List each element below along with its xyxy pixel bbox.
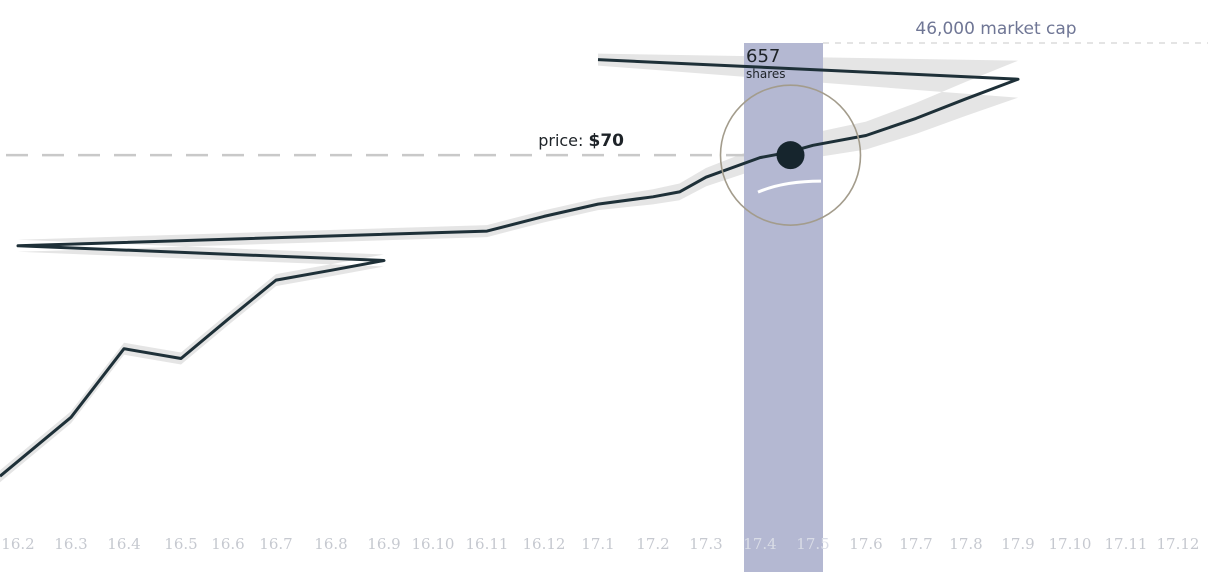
annotations: price: $70 46,000 market cap 657 shares: [538, 19, 1076, 151]
x-tick-label: 17.3: [689, 535, 722, 553]
x-tick-label: 16.6: [211, 535, 244, 553]
x-tick-label: 16.11: [466, 535, 509, 553]
highlight-band-rect: [744, 43, 823, 572]
confidence-band: [0, 53, 1018, 483]
confidence-band-area: [0, 53, 1018, 483]
x-tick-label: 16.12: [523, 535, 566, 553]
series-line: [0, 58, 1020, 478]
shares-label: shares: [746, 67, 786, 81]
x-tick-label: 17.8: [949, 535, 982, 553]
shares-value: 657: [746, 46, 780, 67]
x-tick-label: 16.8: [314, 535, 347, 553]
x-tick-label: 16.7: [259, 535, 292, 553]
highlight-band: [744, 43, 823, 572]
price-series: [0, 58, 1020, 478]
focus-ring: [719, 84, 862, 226]
price-callout: price: $70: [538, 131, 624, 151]
x-tick-label: 16.9: [367, 535, 400, 553]
price-callout-label: price:: [538, 131, 588, 150]
x-tick-label: 17.1: [581, 535, 614, 553]
x-tick-label: 16.5: [164, 535, 197, 553]
x-tick-label: 16.10: [412, 535, 455, 553]
x-tick-label: 17.4: [743, 535, 776, 553]
price-callout-value: $70: [589, 131, 625, 151]
x-tick-label: 17.11: [1105, 535, 1148, 553]
x-tick-label: 17.5: [796, 535, 829, 553]
x-tick-label: 17.6: [849, 535, 882, 553]
x-tick-label: 16.2: [1, 535, 34, 553]
highlight-white-stroke: [757, 179, 822, 194]
x-tick-label: 17.7: [899, 535, 932, 553]
focus-dot[interactable]: [776, 141, 805, 170]
x-tick-label: 16.4: [107, 535, 140, 553]
x-tick-label: 17.9: [1001, 535, 1034, 553]
x-tick-label: 16.3: [54, 535, 87, 553]
focus-marker: [719, 84, 862, 226]
x-tick-label: 17.12: [1157, 535, 1200, 553]
x-tick-label: 17.10: [1049, 535, 1092, 553]
x-axis-ticks: 16.2 16.3 16.4 16.5 16.6 16.7 16.8 16.9 16.10 16.…: [1, 535, 1199, 553]
guide-lines: [6, 42, 1208, 157]
x-tick-label: 17.2: [636, 535, 669, 553]
market-cap-label: 46,000 market cap: [915, 19, 1076, 39]
